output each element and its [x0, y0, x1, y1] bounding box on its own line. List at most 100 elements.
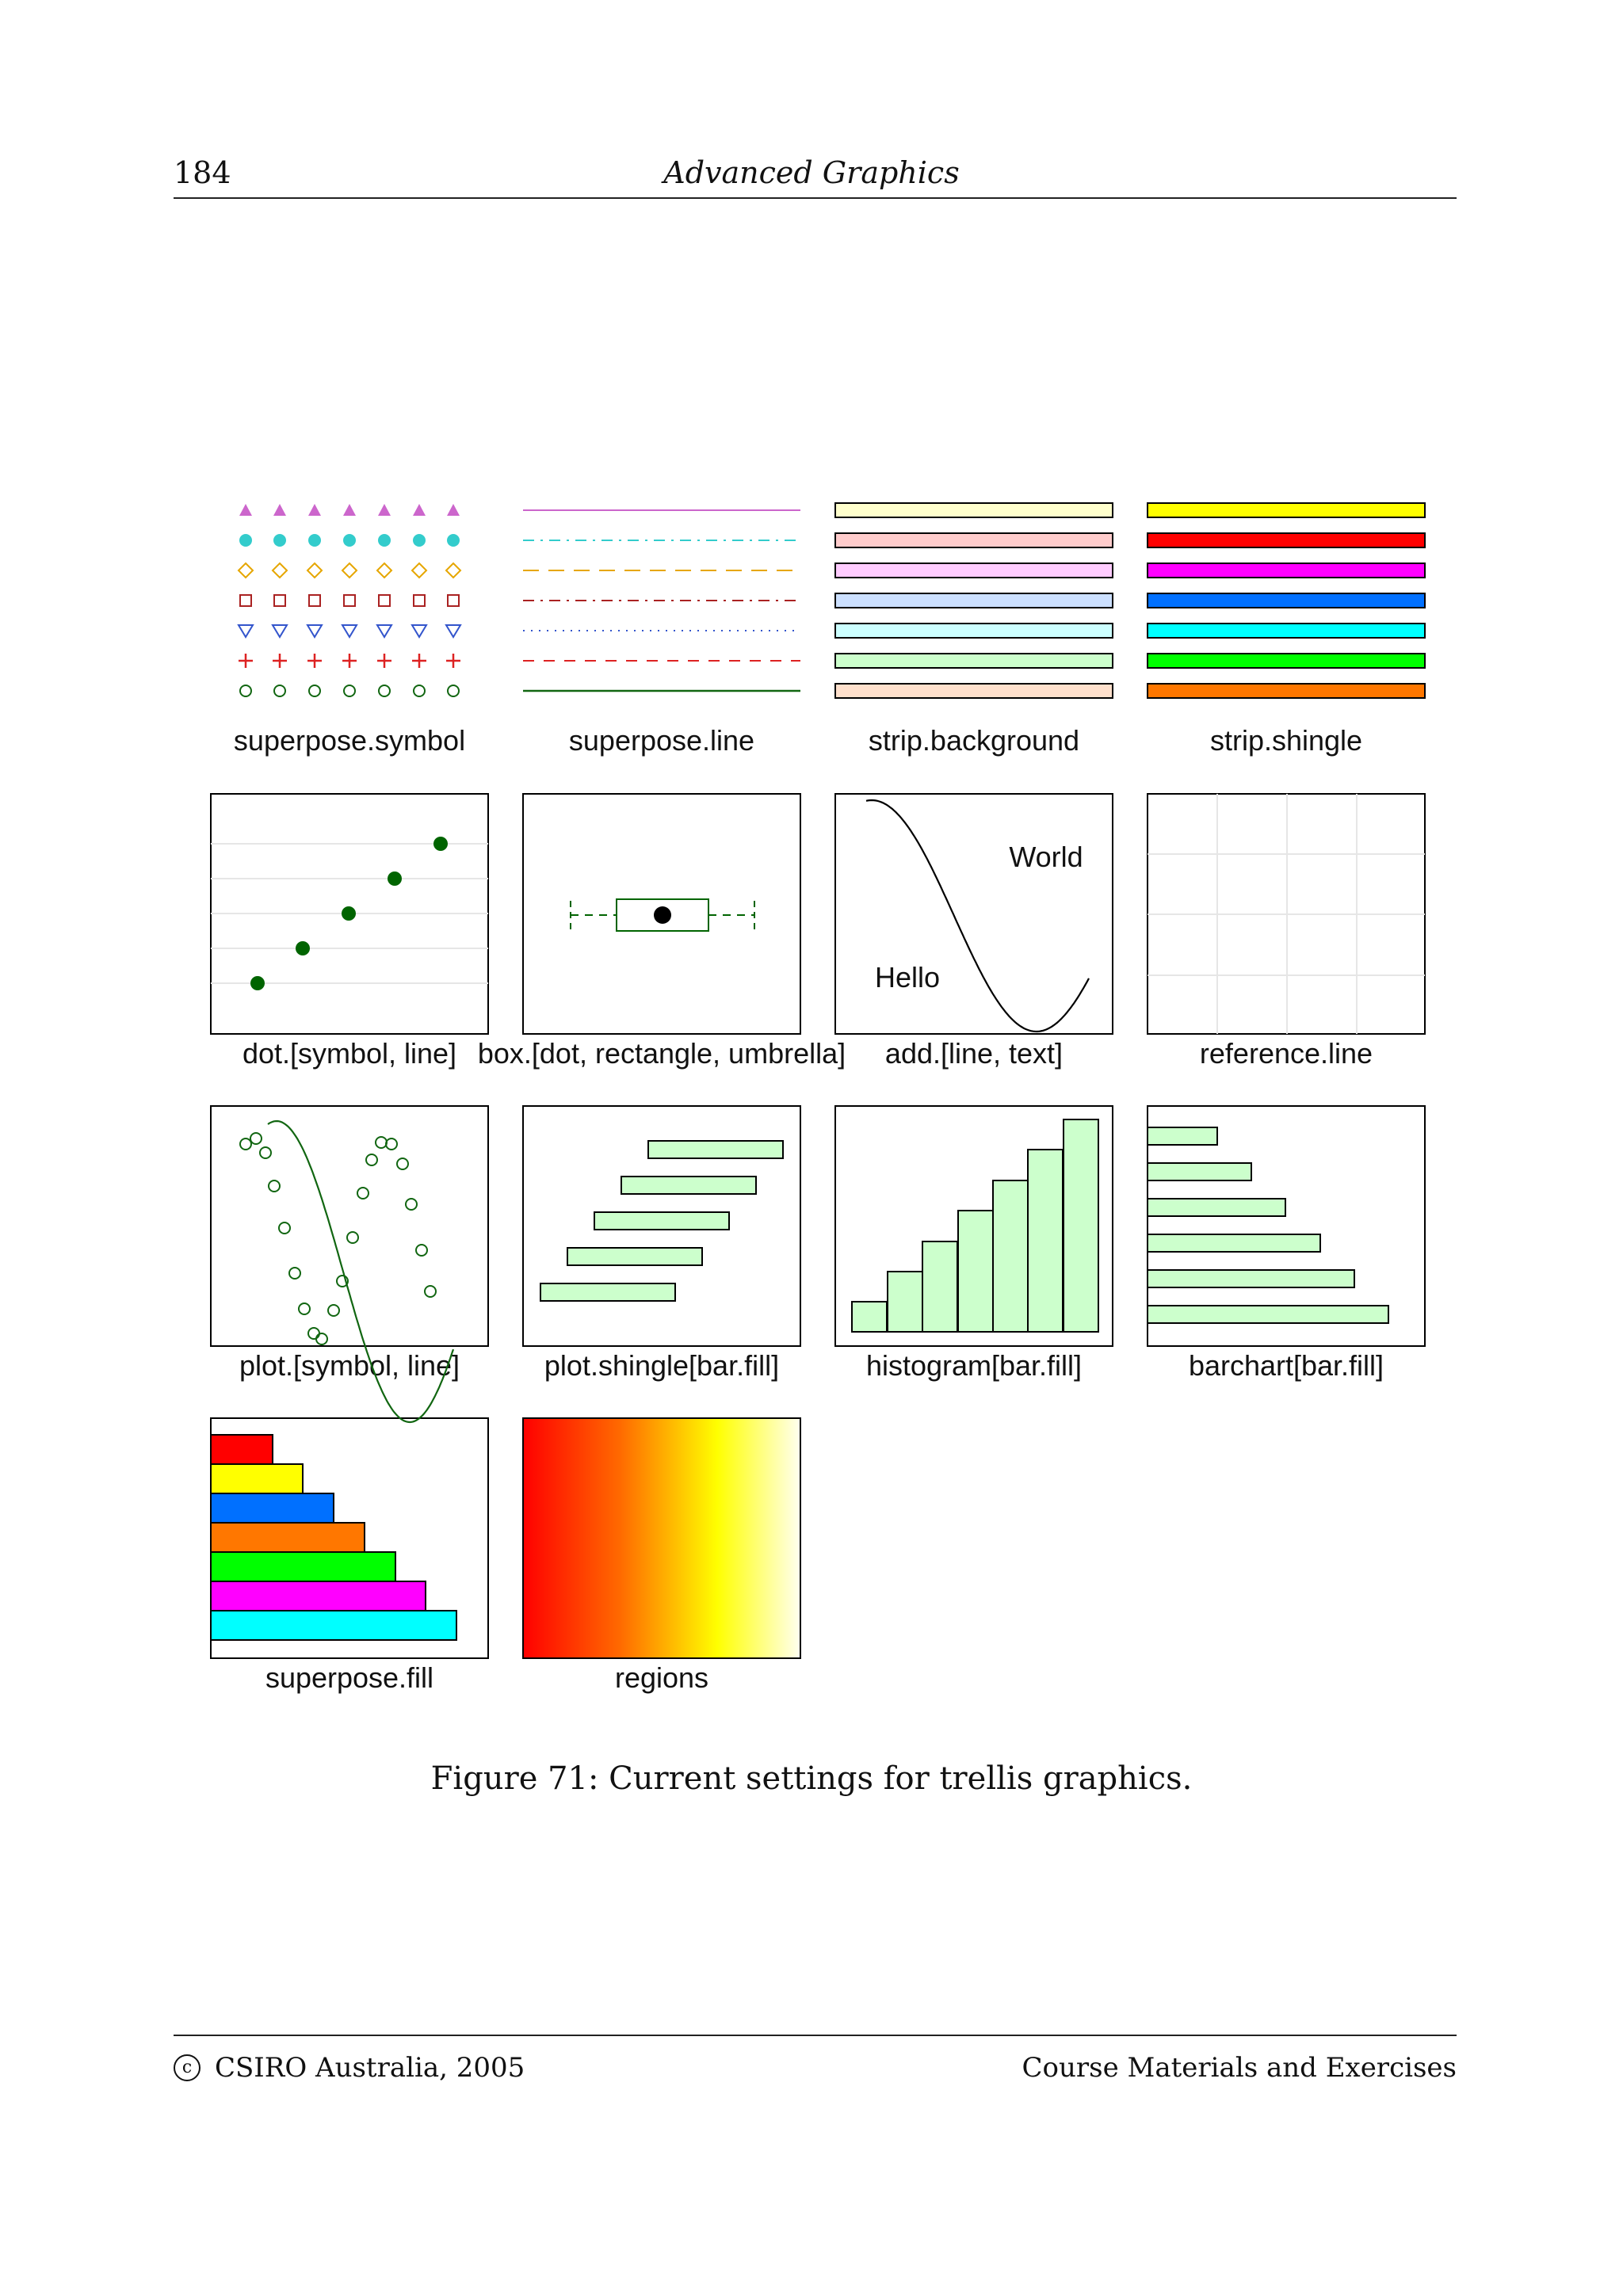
- symbol-circle: [413, 685, 426, 697]
- symbol-dot: [447, 534, 460, 547]
- histogram-bar: [1027, 1149, 1064, 1333]
- strip-shingle-bar: [1147, 683, 1426, 699]
- shingle-bar: [621, 1176, 757, 1195]
- strip-background-bar: [834, 653, 1113, 669]
- symbol-triangle: [343, 504, 356, 516]
- dot-point: [296, 941, 310, 955]
- strip-background-bar: [834, 563, 1113, 578]
- symbol-triangle: [273, 504, 286, 516]
- symbol-diamond: [237, 562, 254, 579]
- strip-shingle-bar: [1147, 623, 1426, 639]
- plot-symbol: [268, 1180, 281, 1192]
- superpose-fill-bar: [210, 1522, 365, 1553]
- dot-point: [250, 976, 265, 990]
- histogram-bar: [922, 1241, 958, 1333]
- symbol-down-triangle: [306, 624, 323, 639]
- panel-frame: [522, 1105, 801, 1347]
- panel-label-strip-shingle: strip.shingle: [1210, 724, 1362, 757]
- symbol-square: [343, 594, 356, 607]
- histogram-bar: [887, 1271, 923, 1333]
- superpose-fill-bar: [210, 1581, 426, 1611]
- plot-symbol: [298, 1302, 311, 1315]
- page-number: 184: [174, 155, 231, 190]
- add-text-hello: Hello: [875, 961, 940, 994]
- symbol-circle: [343, 685, 356, 697]
- symbol-diamond: [341, 562, 358, 579]
- strip-background-bar: [834, 532, 1113, 548]
- figure-caption: Figure 71: Current settings for trellis …: [430, 1760, 1193, 1797]
- superpose-fill-bar: [210, 1434, 273, 1465]
- symbol-square: [447, 594, 460, 607]
- plot-symbol: [259, 1146, 272, 1159]
- footer-rule: [174, 2035, 1457, 2036]
- panel-label-reference-line: reference.line: [1200, 1037, 1373, 1070]
- panel-label-plot: plot.[symbol, line]: [239, 1349, 460, 1382]
- footer-left: c CSIRO Australia, 2005: [174, 2052, 525, 2084]
- symbol-diamond: [445, 562, 462, 579]
- strip-shingle-bar: [1147, 653, 1426, 669]
- plot-symbol: [424, 1285, 437, 1298]
- plot-symbol: [239, 1138, 252, 1150]
- symbol-down-triangle: [237, 624, 254, 639]
- panel-label-superpose-line: superpose.line: [569, 724, 754, 757]
- plot-symbol: [357, 1187, 369, 1199]
- histogram-bar: [1063, 1119, 1099, 1333]
- symbol-triangle: [378, 504, 391, 516]
- symbol-dot: [378, 534, 391, 547]
- panel-label-histogram: histogram[bar.fill]: [866, 1349, 1082, 1382]
- symbol-diamond: [271, 562, 288, 579]
- plot-symbol: [385, 1138, 398, 1150]
- symbol-square: [378, 594, 391, 607]
- panel-label-add: add.[line, text]: [885, 1037, 1063, 1070]
- plot-symbol: [250, 1132, 262, 1145]
- plot-symbol: [336, 1275, 349, 1287]
- histogram-bar: [957, 1210, 994, 1333]
- shingle-bar: [647, 1140, 784, 1159]
- panel-frame: [210, 1105, 489, 1347]
- plot-symbol: [415, 1244, 428, 1257]
- strip-background-bar: [834, 683, 1113, 699]
- histogram-bar: [851, 1301, 888, 1333]
- plot-symbol: [365, 1154, 378, 1166]
- panel-label-dot: dot.[symbol, line]: [242, 1037, 456, 1070]
- dot-point: [388, 871, 402, 886]
- add-text-world: World: [1009, 841, 1083, 873]
- plot-symbol: [375, 1136, 388, 1149]
- plot-symbol: [288, 1267, 301, 1280]
- copyright-icon: c: [174, 2054, 200, 2081]
- panel-label-superpose-symbol: superpose.symbol: [234, 724, 465, 757]
- plot-symbol: [346, 1231, 359, 1244]
- panel-frame: [834, 1105, 1113, 1347]
- plot-symbol: [307, 1327, 320, 1340]
- symbol-diamond: [411, 562, 428, 579]
- symbol-down-triangle: [271, 624, 288, 639]
- barchart-bar: [1147, 1269, 1355, 1288]
- symbol-dot: [343, 534, 356, 547]
- strip-background-bar: [834, 593, 1113, 608]
- symbol-dot: [308, 534, 321, 547]
- add-line: [865, 799, 1090, 1033]
- shingle-bar: [594, 1211, 730, 1230]
- plot-symbol: [327, 1304, 340, 1317]
- plot-line: [267, 1119, 455, 1424]
- barchart-bar: [1147, 1198, 1286, 1217]
- symbol-circle: [378, 685, 391, 697]
- symbol-circle: [447, 685, 460, 697]
- superpose-fill-bar: [210, 1551, 396, 1582]
- symbol-down-triangle: [341, 624, 358, 639]
- barchart-bar: [1147, 1127, 1218, 1146]
- panel-label-box: box.[dot, rectangle, umbrella]: [478, 1037, 846, 1070]
- symbol-circle: [239, 685, 252, 697]
- panel-label-barchart: barchart[bar.fill]: [1189, 1349, 1384, 1382]
- panel-frame: [522, 793, 801, 1035]
- plot-symbol: [405, 1198, 418, 1211]
- strip-background-bar: [834, 502, 1113, 518]
- symbol-triangle: [447, 504, 460, 516]
- barchart-bar: [1147, 1162, 1252, 1181]
- symbol-down-triangle: [376, 624, 393, 639]
- symbol-triangle: [413, 504, 426, 516]
- panel-frame: [834, 793, 1113, 1035]
- histogram-bar: [992, 1180, 1029, 1333]
- strip-shingle-bar: [1147, 502, 1426, 518]
